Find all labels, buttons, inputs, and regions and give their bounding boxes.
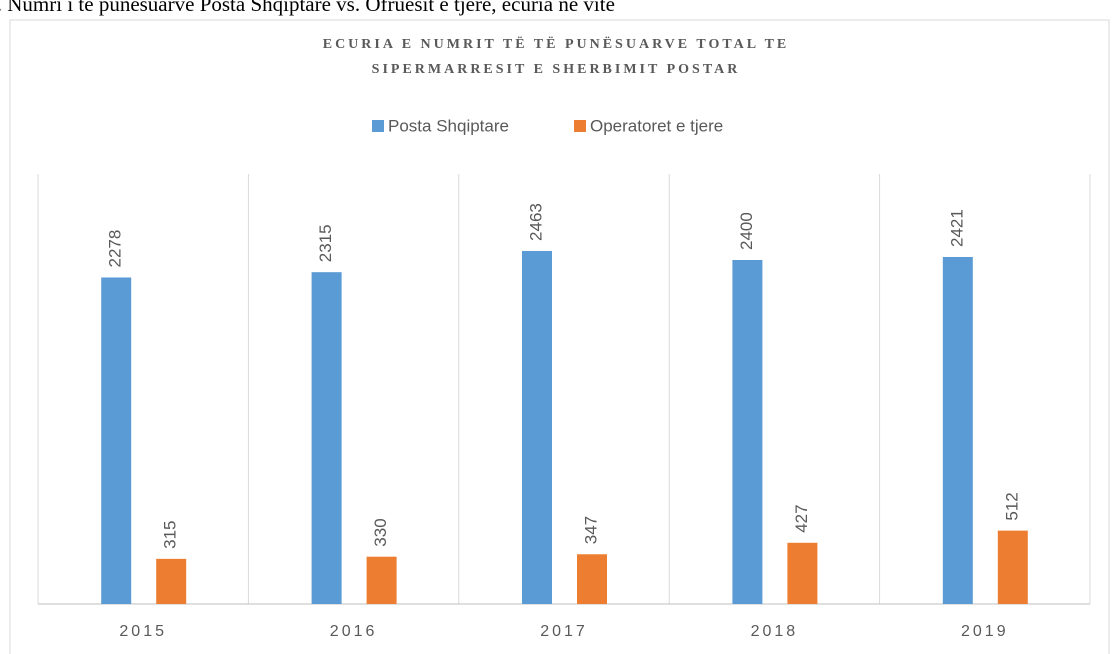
bar — [577, 554, 607, 604]
x-tick-label: 2019 — [961, 623, 1009, 640]
legend-swatch — [574, 120, 586, 132]
chart-border — [9, 19, 1110, 654]
caption: k 21. Numri i të punësuarve Posta Shqipt… — [0, 0, 615, 16]
x-tick-label: 2017 — [540, 623, 588, 640]
legend-label: Operatoret e tjere — [590, 116, 723, 135]
bar — [101, 277, 132, 604]
data-label: 2463 — [526, 203, 545, 241]
data-label: 330 — [371, 518, 390, 546]
x-tick-label: 2016 — [330, 623, 378, 640]
x-tick-label: 2018 — [751, 623, 799, 640]
data-label: 2400 — [737, 212, 756, 250]
data-label: 2278 — [106, 230, 125, 268]
data-label: 2421 — [947, 209, 966, 247]
data-label: 315 — [161, 520, 180, 548]
chart-title: ECURIA E NUMRIT TË TË PUNËSUARVE TOTAL T… — [323, 36, 790, 52]
bar — [787, 542, 818, 604]
data-label: 512 — [1002, 492, 1021, 520]
bar — [732, 260, 763, 604]
bar — [522, 250, 552, 604]
x-tick-label: 2015 — [119, 623, 167, 640]
data-label: 427 — [792, 504, 811, 532]
legend-swatch — [372, 120, 384, 132]
bar — [997, 530, 1028, 604]
bar — [942, 256, 973, 604]
bar — [366, 556, 397, 604]
legend-label: Posta Shqiptare — [388, 116, 509, 135]
bar — [156, 558, 187, 604]
bar — [311, 272, 342, 604]
data-label: 347 — [581, 516, 600, 544]
chart-title: SIPERMARRESIT E SHERBIMIT POSTAR — [372, 62, 741, 77]
data-label: 2315 — [316, 224, 335, 262]
